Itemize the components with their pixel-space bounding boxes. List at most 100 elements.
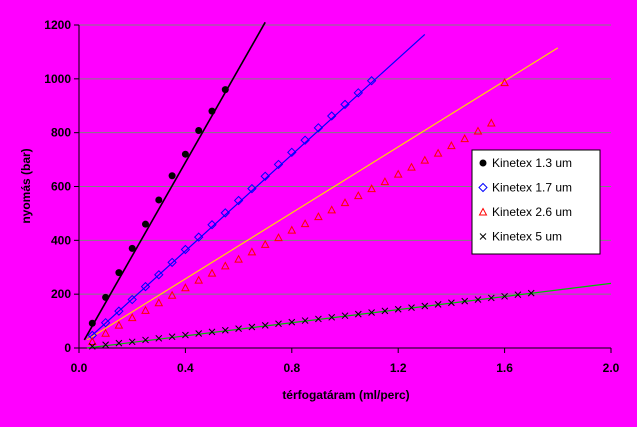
data-point-series-4 bbox=[354, 310, 362, 318]
data-point-series-3 bbox=[420, 155, 430, 164]
legend-label: Kinetex 1.7 um bbox=[492, 181, 572, 195]
data-point-series-2 bbox=[273, 159, 284, 170]
data-point-series-3 bbox=[340, 198, 350, 207]
data-point-series-3 bbox=[460, 134, 470, 143]
data-point-series-1 bbox=[142, 220, 149, 228]
data-point-series-4 bbox=[221, 326, 229, 334]
y-tick-label: 600 bbox=[51, 180, 71, 194]
data-point-series-3 bbox=[447, 141, 456, 150]
data-point-series-3 bbox=[407, 162, 416, 171]
y-tick-label: 200 bbox=[51, 287, 71, 301]
data-point-series-2 bbox=[100, 317, 111, 328]
data-point-series-3 bbox=[327, 205, 337, 214]
legend-label: Kinetex 5 um bbox=[492, 230, 562, 244]
data-point-series-4 bbox=[448, 299, 455, 307]
fit-line-series-3 bbox=[86, 47, 559, 341]
data-point-series-3 bbox=[101, 328, 110, 337]
data-point-series-3 bbox=[114, 320, 124, 329]
data-point-series-3 bbox=[260, 239, 270, 248]
data-point-series-4 bbox=[248, 323, 256, 331]
data-point-series-2 bbox=[167, 257, 177, 268]
data-point-series-2 bbox=[300, 135, 310, 145]
data-point-series-4 bbox=[434, 301, 442, 308]
data-point-series-4 bbox=[288, 318, 296, 326]
data-point-series-3 bbox=[393, 169, 403, 178]
data-point-series-4 bbox=[261, 322, 269, 329]
data-point-series-2 bbox=[353, 88, 364, 98]
data-point-series-4 bbox=[315, 315, 322, 323]
data-point-series-3 bbox=[234, 254, 243, 263]
data-point-series-3 bbox=[220, 261, 230, 270]
data-point-series-4 bbox=[381, 307, 389, 315]
legend-marker-3 bbox=[478, 207, 488, 216]
data-point-series-4 bbox=[328, 313, 336, 321]
data-point-series-3 bbox=[500, 78, 509, 87]
x-tick-label: 0.8 bbox=[283, 361, 300, 375]
data-point-series-4 bbox=[368, 309, 375, 316]
data-point-series-3 bbox=[486, 118, 496, 127]
data-point-series-4 bbox=[88, 343, 96, 350]
data-point-series-1 bbox=[181, 150, 189, 158]
data-point-series-3 bbox=[314, 212, 323, 221]
y-tick-label: 1000 bbox=[44, 72, 71, 86]
data-point-series-3 bbox=[287, 225, 297, 234]
legend-marker-1 bbox=[479, 159, 487, 167]
x-tick-label: 0.0 bbox=[71, 361, 88, 375]
data-point-series-4 bbox=[195, 330, 203, 337]
data-point-series-4 bbox=[461, 297, 469, 305]
data-point-series-4 bbox=[421, 302, 429, 310]
y-tick-label: 800 bbox=[51, 126, 71, 140]
data-points bbox=[87, 76, 535, 350]
data-point-series-3 bbox=[473, 126, 483, 135]
data-point-series-3 bbox=[247, 247, 257, 256]
data-point-series-4 bbox=[102, 341, 109, 349]
data-point-series-4 bbox=[394, 305, 402, 313]
data-point-series-1 bbox=[88, 319, 96, 327]
data-point-series-3 bbox=[181, 283, 190, 292]
legend-box bbox=[471, 149, 601, 255]
data-point-series-3 bbox=[141, 305, 150, 314]
data-point-series-2 bbox=[207, 220, 217, 230]
y-tick-label: 400 bbox=[51, 233, 71, 247]
data-point-series-1 bbox=[155, 196, 163, 204]
fit-line-series-1 bbox=[83, 21, 266, 341]
data-point-series-2 bbox=[260, 171, 270, 181]
data-point-series-4 bbox=[168, 333, 176, 341]
data-point-series-1 bbox=[102, 293, 110, 301]
gridlines bbox=[79, 24, 611, 295]
data-point-series-1 bbox=[168, 172, 176, 180]
data-point-series-4 bbox=[301, 317, 309, 324]
data-point-series-4 bbox=[474, 296, 482, 303]
data-point-series-4 bbox=[408, 304, 415, 311]
data-point-series-2 bbox=[287, 147, 297, 158]
data-point-series-3 bbox=[207, 268, 217, 277]
data-point-series-4 bbox=[275, 320, 282, 328]
x-axis-title: térfogatáram (ml/perc) bbox=[282, 388, 409, 402]
data-point-series-4 bbox=[501, 292, 508, 300]
data-point-series-1 bbox=[195, 127, 203, 135]
y-axis-title: nyomás (bar) bbox=[19, 148, 33, 223]
data-point-series-2 bbox=[154, 270, 164, 280]
data-point-series-2 bbox=[193, 232, 204, 242]
data-point-series-2 bbox=[220, 208, 231, 218]
data-point-series-2 bbox=[140, 281, 151, 292]
data-point-series-3 bbox=[127, 313, 137, 322]
tick-labels: 0 200 400 600 800 1000 1200 0.0 0.4 0.8 1.2 1.6 2.0 bbox=[44, 18, 619, 375]
data-point-series-2 bbox=[87, 330, 98, 341]
legend-label: Kinetex 1.3 um bbox=[492, 156, 572, 170]
data-point-series-2 bbox=[326, 111, 337, 121]
data-point-series-2 bbox=[127, 294, 137, 305]
y-tick-label: 1200 bbox=[44, 18, 71, 32]
data-point-series-4 bbox=[155, 334, 163, 342]
data-point-series-3 bbox=[367, 184, 376, 193]
legend: Kinetex 1.3 um Kinetex 1.7 um Kinetex 2.6 … bbox=[471, 149, 601, 255]
x-tick-label: 1.6 bbox=[496, 361, 513, 375]
axes bbox=[74, 24, 612, 353]
data-point-series-1 bbox=[221, 86, 229, 94]
x-tick-label: 1.2 bbox=[390, 361, 407, 375]
data-point-series-4 bbox=[235, 325, 242, 332]
data-point-series-3 bbox=[167, 290, 177, 299]
data-point-series-4 bbox=[208, 328, 216, 336]
data-point-series-3 bbox=[154, 298, 164, 307]
